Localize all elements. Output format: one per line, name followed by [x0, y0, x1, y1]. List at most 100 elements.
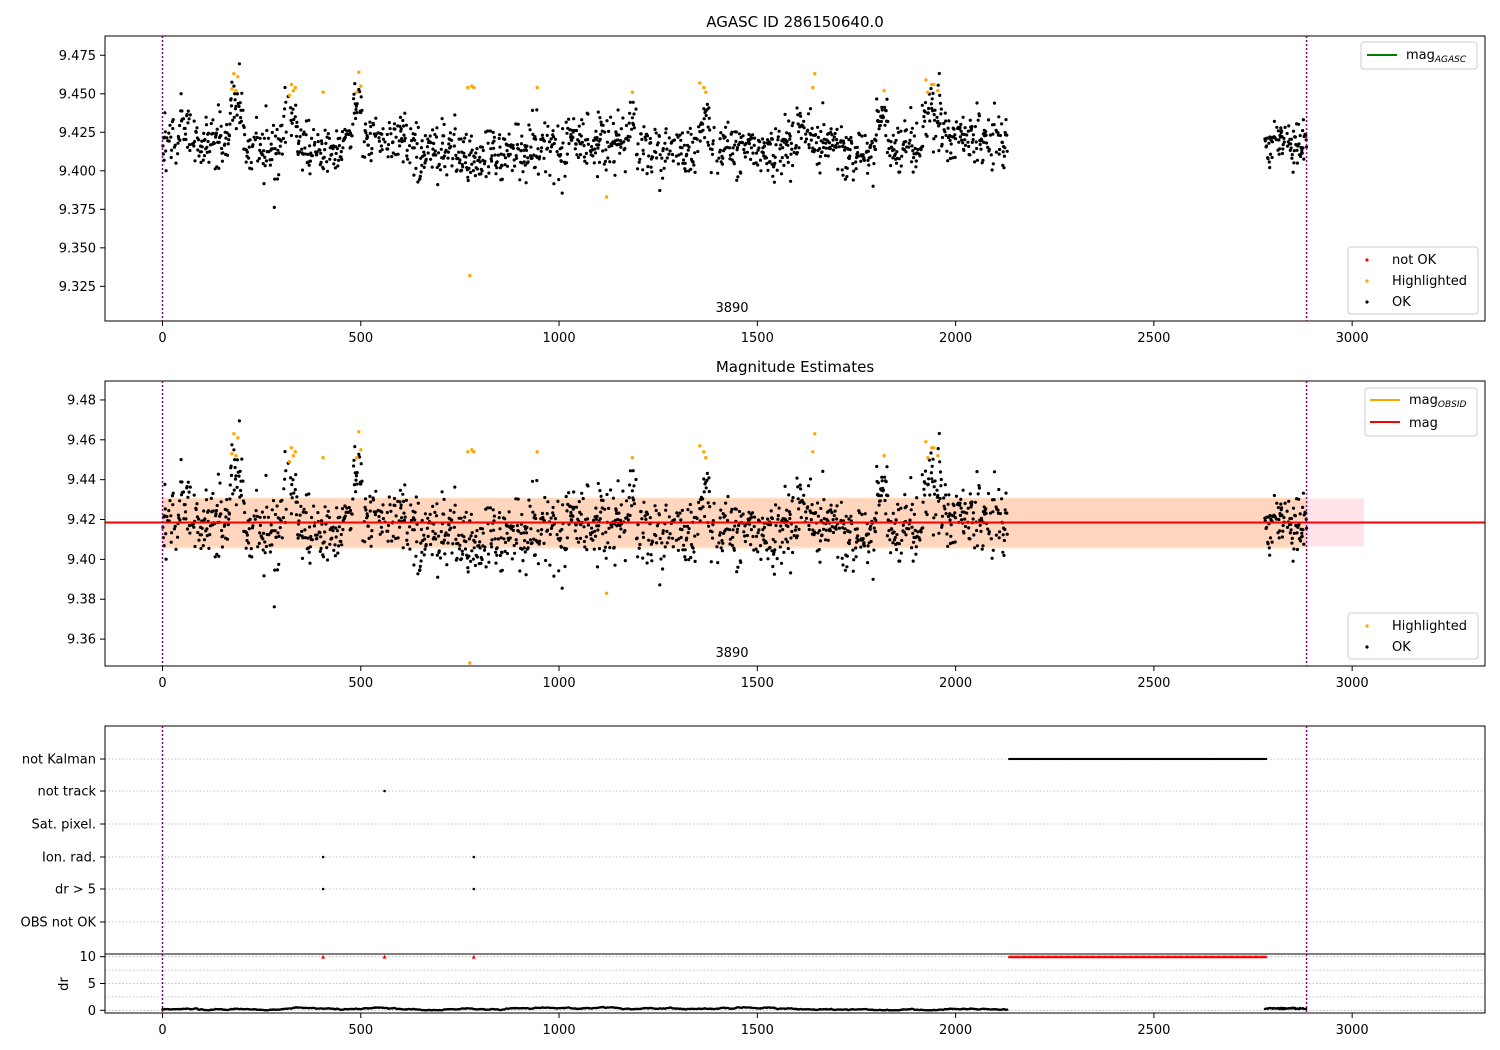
ok-point	[170, 494, 174, 498]
ok-point	[533, 135, 537, 139]
ok-point	[475, 529, 479, 533]
ok-point	[380, 148, 384, 152]
ok-point	[718, 137, 722, 141]
legend-highlighted: Highlighted	[1392, 274, 1467, 289]
ok-point	[489, 157, 493, 161]
ok-point	[835, 517, 839, 521]
ok-point	[603, 545, 608, 549]
ok-point	[963, 502, 967, 506]
ok-point	[852, 169, 856, 173]
ok-point	[992, 101, 997, 105]
ok-point	[237, 104, 241, 108]
ok-point	[630, 116, 635, 120]
ok-point	[702, 490, 706, 494]
ok-point	[247, 156, 251, 160]
ok-point	[900, 154, 904, 158]
ok-point	[754, 534, 759, 539]
ok-point	[436, 183, 440, 187]
ok-point	[377, 136, 381, 140]
ok-point	[765, 548, 769, 552]
x-tick-label: 2000	[939, 331, 972, 346]
ok-point	[887, 139, 891, 143]
ok-point	[478, 546, 482, 550]
ok-point	[728, 537, 733, 541]
highlighted-point	[882, 89, 886, 93]
ok-point	[797, 146, 801, 150]
ok-point	[970, 140, 974, 144]
ok-point	[490, 154, 494, 158]
ok-point	[701, 497, 705, 501]
ok-point	[854, 160, 858, 164]
ok-point	[472, 160, 476, 164]
middle-panel-point-legend: Highlighted OK	[1347, 612, 1479, 660]
ok-point	[320, 142, 324, 146]
ok-point	[188, 485, 192, 489]
ok-point	[900, 538, 904, 543]
ok-point	[804, 137, 809, 141]
ok-point	[187, 117, 191, 121]
ok-point	[416, 125, 420, 129]
legend-ok: OK	[1392, 295, 1411, 310]
ok-point	[470, 162, 474, 166]
highlighted-point	[291, 89, 296, 93]
ok-point	[328, 157, 332, 161]
ok-point	[1000, 140, 1005, 145]
ok-point	[658, 188, 662, 193]
ok-point	[412, 563, 416, 567]
ok-point	[520, 134, 524, 138]
ok-point	[176, 513, 180, 517]
ok-point	[585, 161, 589, 165]
ok-point	[866, 171, 870, 175]
ok-point	[967, 526, 971, 530]
ok-point	[239, 488, 243, 493]
ok-point	[702, 107, 706, 111]
ok-point	[695, 516, 699, 521]
ok-point	[273, 134, 278, 138]
ok-point	[688, 126, 692, 130]
ok-point	[280, 152, 284, 156]
y-tick-label: 9.48	[67, 393, 96, 408]
ok-point	[952, 514, 956, 518]
ok-point	[873, 147, 878, 152]
ok-point	[1279, 502, 1283, 506]
ok-point	[234, 503, 238, 507]
ok-point	[966, 140, 970, 144]
ok-point	[289, 133, 293, 138]
dr-point	[1304, 1007, 1308, 1011]
ok-point	[373, 513, 377, 517]
ok-point	[178, 138, 182, 142]
ok-point	[796, 113, 800, 117]
ok-point	[762, 141, 766, 145]
x-tick-label: 3000	[1336, 676, 1369, 691]
ok-point	[693, 170, 697, 174]
ok-point	[543, 495, 547, 500]
highlighted-point	[232, 432, 236, 436]
ok-point	[188, 148, 192, 153]
ok-point	[898, 170, 902, 174]
middle-panel-frame	[104, 380, 1486, 667]
ok-point	[990, 556, 994, 560]
ok-point	[466, 178, 470, 183]
ok-point	[968, 118, 972, 122]
ok-point	[165, 515, 169, 519]
ok-point	[1274, 138, 1278, 142]
ok-point	[282, 487, 286, 491]
ok-point	[192, 493, 196, 497]
ok-point	[390, 539, 394, 543]
ok-point	[211, 509, 215, 513]
ok-point	[754, 547, 758, 551]
ok-point	[324, 141, 328, 145]
ok-point	[408, 547, 412, 551]
ok-point	[282, 114, 286, 118]
ok-point	[852, 558, 856, 562]
ok-point	[398, 115, 402, 119]
ok-point	[278, 526, 282, 530]
ok-point	[377, 139, 381, 143]
ok-point	[605, 140, 610, 144]
ok-point	[403, 111, 407, 115]
ok-point	[582, 525, 586, 529]
ok-point	[624, 499, 629, 503]
ok-point	[238, 469, 242, 473]
ok-point	[567, 142, 571, 146]
